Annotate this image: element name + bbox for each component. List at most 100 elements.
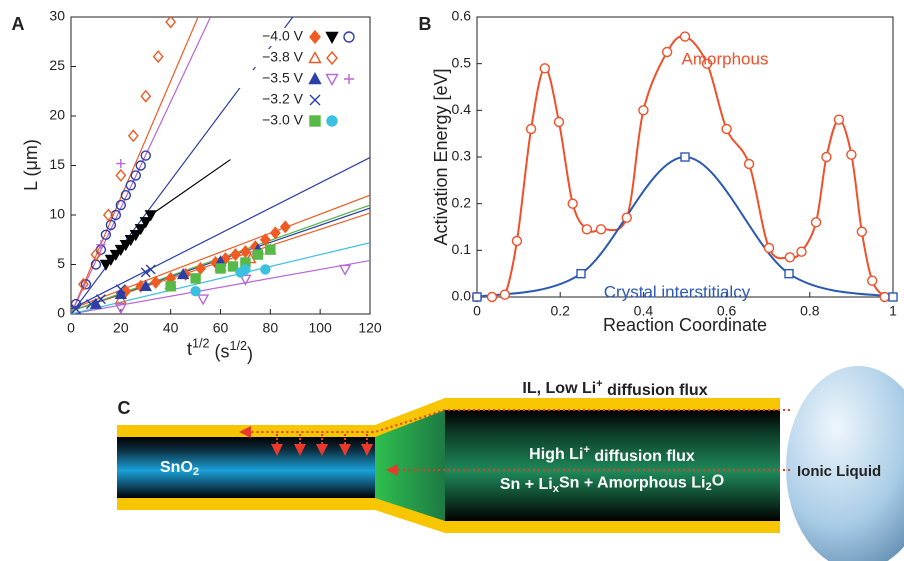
x-axis-label-part: t — [187, 339, 192, 359]
marker — [130, 170, 141, 181]
reaction-front — [375, 410, 445, 521]
y-tick-label: 0 — [57, 305, 65, 321]
x-tick-label: 40 — [163, 320, 179, 336]
marker — [821, 151, 832, 163]
marker — [888, 292, 898, 302]
marker — [308, 72, 322, 85]
marker — [140, 150, 151, 161]
marker — [127, 129, 139, 143]
marker — [743, 158, 755, 170]
product-label-part: Sn + Amorphous Li — [559, 475, 706, 492]
legend: −4.0 V −3.8 V −3.5 V −3.2 V −3.0 V — [238, 28, 358, 130]
marker — [867, 275, 878, 286]
x-axis-label: t1/2 (s1/2) — [187, 337, 253, 364]
marker — [240, 245, 251, 259]
lithiated-core — [445, 410, 780, 521]
marker — [96, 240, 106, 250]
marker — [105, 219, 117, 231]
flux-title-part: + — [596, 378, 603, 390]
marker — [102, 208, 114, 222]
marker — [120, 189, 132, 201]
marker — [309, 115, 321, 127]
marker — [195, 261, 206, 275]
core-label-part: diffusion flux — [590, 448, 695, 465]
marker — [260, 264, 271, 275]
marker — [846, 149, 857, 160]
legend-bg — [238, 112, 358, 130]
marker — [338, 264, 352, 276]
flux-title-part: diffusion flux — [603, 382, 708, 399]
x-axis-label: Reaction Coordinate — [603, 315, 767, 335]
radial-arrows — [271, 434, 373, 456]
y-tick-label: 0.6 — [452, 8, 472, 24]
marker — [796, 246, 807, 257]
product-label: Sn + LixSn + Amorphous Li2O — [500, 473, 724, 495]
marker — [265, 244, 276, 255]
y-tick-label: 0.3 — [452, 148, 472, 164]
marker — [190, 273, 201, 284]
marker — [85, 299, 96, 310]
plot-area — [477, 35, 893, 297]
panel-label: B — [419, 14, 432, 34]
marker — [581, 224, 593, 235]
marker — [252, 249, 264, 260]
marker — [879, 291, 890, 303]
marker — [114, 244, 127, 257]
x-tick-label: 120 — [358, 320, 382, 336]
chart: B0 0.2 0.4 0.6 0.8 10.00.10.20.30.40.50.6Reac… — [419, 8, 898, 335]
tube-label-part: SnO — [160, 459, 193, 476]
x-tick-label: 0.4 — [634, 303, 654, 319]
legend-label: −3.8 V — [262, 49, 304, 65]
marker — [129, 230, 142, 242]
marker — [679, 31, 691, 42]
y-axis-label: Activation Energy [eV] — [431, 68, 451, 245]
marker — [140, 89, 152, 103]
marker — [165, 17, 177, 29]
diagram — [117, 366, 904, 561]
marker — [486, 291, 498, 303]
marker — [721, 123, 732, 135]
marker — [139, 279, 152, 292]
marker — [115, 284, 126, 295]
core-label-part: + — [583, 444, 590, 456]
ionic-liquid-drop — [786, 366, 904, 561]
core-label: High Li+ diffusion flux — [529, 444, 695, 465]
marker — [115, 168, 127, 182]
marker — [227, 261, 239, 272]
y-axis-label: L (μm) — [21, 139, 41, 191]
x-tick-label: 0.6 — [717, 303, 737, 319]
marker — [71, 304, 81, 314]
marker — [114, 303, 127, 314]
y-tick-label: 25 — [49, 57, 65, 73]
plot-area — [71, 17, 370, 314]
marker — [499, 289, 511, 300]
marker — [150, 275, 162, 289]
liquid-label: Ionic Liquid — [797, 463, 881, 480]
marker — [140, 267, 151, 278]
marker — [279, 220, 291, 234]
marker — [239, 274, 252, 286]
marker — [326, 50, 338, 66]
marker — [190, 286, 201, 297]
marker — [344, 74, 354, 84]
marker — [139, 217, 152, 229]
marker — [269, 226, 281, 240]
legend-label: −3.5 V — [262, 70, 304, 86]
marker — [95, 294, 106, 305]
marker — [567, 198, 578, 209]
marker — [196, 294, 210, 306]
marker — [511, 235, 523, 247]
x-tick-label: 0 — [67, 320, 75, 336]
marker — [125, 180, 137, 191]
marker — [810, 217, 822, 228]
marker — [80, 279, 92, 290]
x-axis-label-part: ) — [247, 344, 253, 364]
marker — [100, 229, 112, 241]
chart: A 0 20 40 60 80 100 120 0 5 10 15 20 25 30 L (μm) −4.0 V… — [12, 8, 382, 336]
fit-line — [71, 242, 370, 314]
legend-label: −4.0 V — [262, 28, 304, 44]
marker — [90, 248, 102, 262]
flux-title: IL, Low Li+ diffusion flux — [522, 378, 707, 399]
tube-label-part: 2 — [193, 466, 199, 478]
y-tick-label: 15 — [49, 156, 65, 172]
